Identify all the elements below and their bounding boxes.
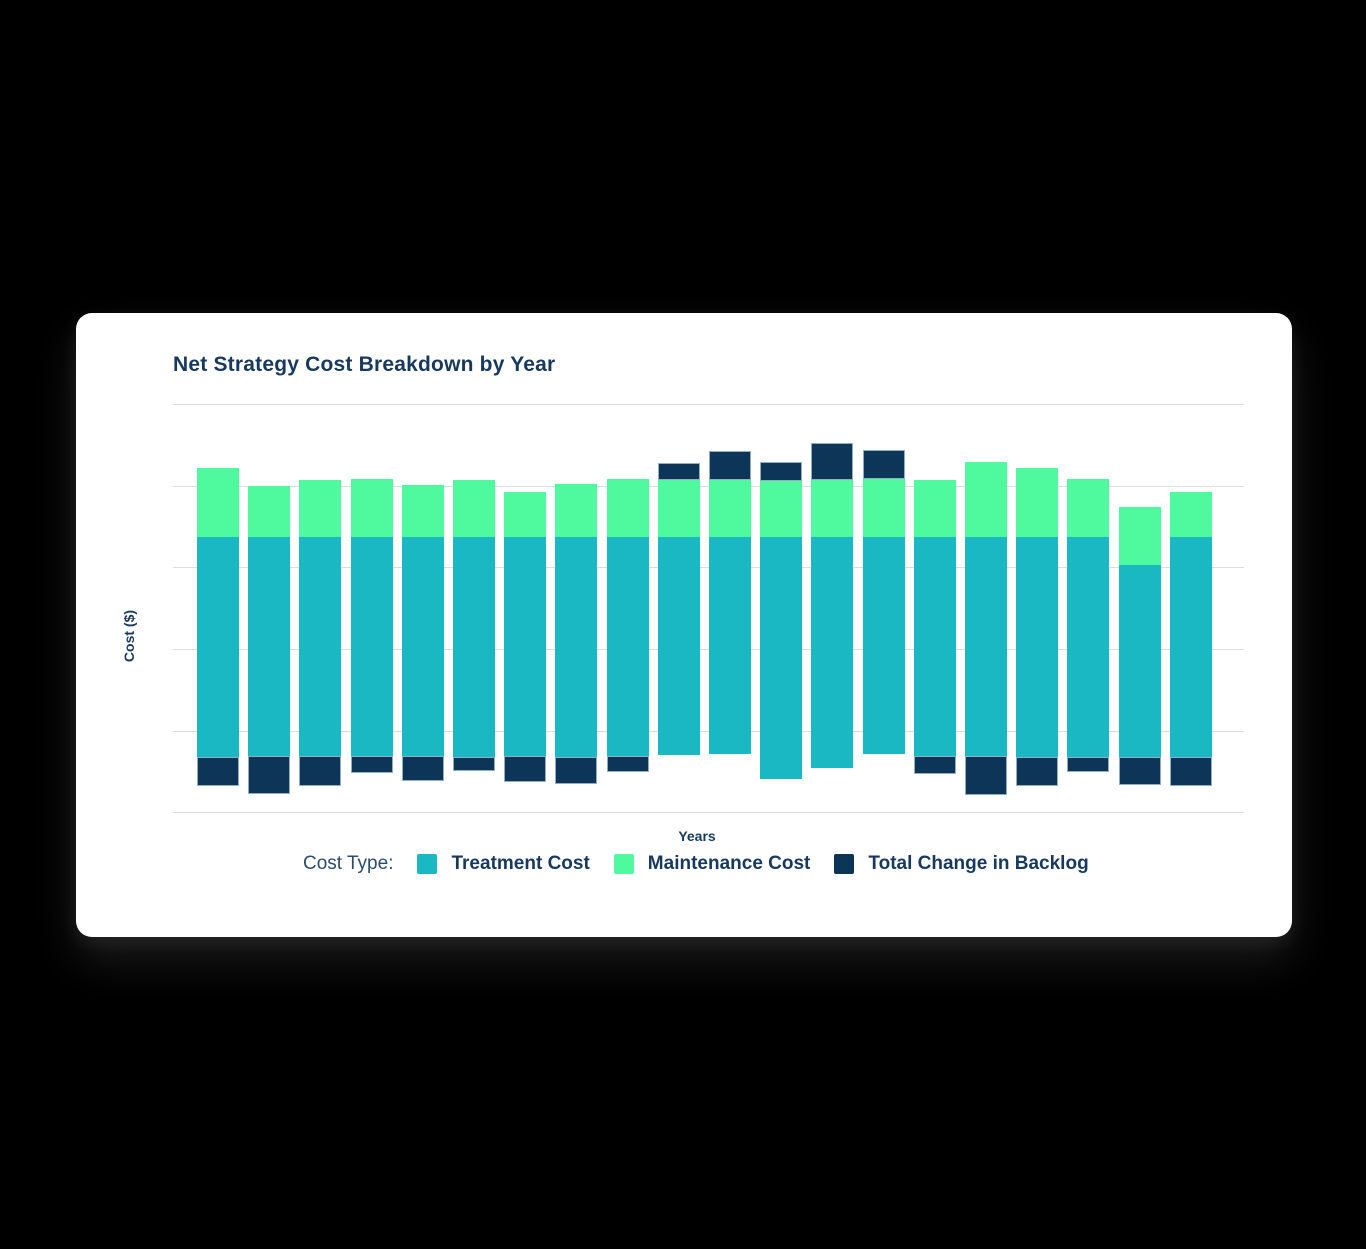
bar-year-4-backlog-segment[interactable] [351,756,393,773]
bar-year-11-treatment-segment[interactable] [709,537,751,754]
bar-year-18-backlog-segment[interactable] [1067,757,1109,772]
bar-year-17-treatment-segment[interactable] [1016,537,1058,757]
bar-year-19-backlog-segment[interactable] [1119,757,1161,785]
legend-item-treatment[interactable]: Treatment Cost [417,853,590,874]
bar-year-1-backlog-segment[interactable] [197,757,239,786]
bar-year-16-backlog-segment[interactable] [965,756,1007,795]
bar-year-2-backlog-segment[interactable] [248,756,290,794]
bar-year-4-maintenance-segment[interactable] [351,479,393,537]
bar-year-6-maintenance-segment[interactable] [453,480,495,537]
bar-year-5-maintenance-segment[interactable] [402,485,444,537]
bar-year-13-maintenance-segment[interactable] [811,480,853,537]
bar-year-9-backlog-segment[interactable] [607,756,649,772]
bar-year-11-backlog-segment[interactable] [709,451,751,480]
bar-year-12-treatment-segment[interactable] [760,537,802,779]
bar-year-12-backlog-segment[interactable] [760,462,802,481]
bar-year-7-maintenance-segment[interactable] [504,492,546,537]
bar-year-10-backlog-segment[interactable] [658,463,700,480]
bar-year-6-backlog-segment[interactable] [453,757,495,771]
bar-year-9-maintenance-segment[interactable] [607,479,649,537]
x-axis-label: Years [678,828,716,844]
bar-year-1-maintenance-segment[interactable] [197,468,239,537]
bar-year-12-maintenance-segment[interactable] [760,481,802,537]
bar-year-8-backlog-segment[interactable] [555,757,597,784]
gridline [173,404,1244,405]
bar-year-15-treatment-segment[interactable] [914,537,956,756]
bar-year-16-treatment-segment[interactable] [965,537,1007,756]
chart-plot-area [76,313,1292,937]
bar-year-3-maintenance-segment[interactable] [299,480,341,537]
bar-year-7-treatment-segment[interactable] [504,537,546,756]
gridline [173,567,1244,569]
bar-year-17-backlog-segment[interactable] [1016,757,1058,786]
bar-year-5-backlog-segment[interactable] [402,756,444,781]
bar-year-14-backlog-segment[interactable] [863,450,905,479]
gridline [173,485,1244,487]
bar-year-7-backlog-segment[interactable] [504,756,546,782]
bar-year-1-treatment-segment[interactable] [197,537,239,757]
bar-year-17-maintenance-segment[interactable] [1016,468,1058,537]
bar-year-13-backlog-segment[interactable] [811,443,853,480]
bar-year-14-maintenance-segment[interactable] [863,479,905,537]
legend-label-treatment: Treatment Cost [451,853,590,874]
legend-item-maintenance[interactable]: Maintenance Cost [613,853,811,874]
bar-year-2-maintenance-segment[interactable] [248,486,290,537]
chart-card: Net Strategy Cost Breakdown by Year Cost… [76,313,1292,937]
gridline [173,730,1244,732]
legend-swatch-treatment [417,854,438,874]
bar-year-19-maintenance-segment[interactable] [1119,507,1161,565]
bar-year-18-treatment-segment[interactable] [1067,537,1109,757]
bar-year-9-treatment-segment[interactable] [607,537,649,756]
gridline [173,649,1244,650]
bar-year-18-maintenance-segment[interactable] [1067,479,1109,537]
bar-year-8-treatment-segment[interactable] [555,537,597,757]
bar-year-19-treatment-segment[interactable] [1119,565,1161,757]
chart-title: Net Strategy Cost Breakdown by Year [173,353,556,376]
bar-year-4-treatment-segment[interactable] [351,537,393,756]
legend-label-maintenance: Maintenance Cost [647,853,811,874]
bar-year-11-maintenance-segment[interactable] [709,480,751,537]
bar-year-8-maintenance-segment[interactable] [555,484,597,537]
y-axis-label: Cost ($) [121,609,137,663]
chart-legend: Cost Type: Treatment Cost Maintenance Cos… [303,854,1089,874]
bar-year-20-treatment-segment[interactable] [1170,537,1212,757]
bar-year-13-treatment-segment[interactable] [811,537,853,768]
bar-year-2-treatment-segment[interactable] [248,537,290,756]
bar-year-15-backlog-segment[interactable] [914,756,956,774]
bar-year-6-treatment-segment[interactable] [453,537,495,757]
bar-year-3-treatment-segment[interactable] [299,537,341,756]
bar-year-15-maintenance-segment[interactable] [914,480,956,537]
bar-year-3-backlog-segment[interactable] [299,756,341,786]
legend-swatch-maintenance [613,854,634,874]
bar-year-14-treatment-segment[interactable] [863,537,905,754]
legend-swatch-backlog [834,854,855,874]
legend-title: Cost Type: [303,853,394,874]
bar-year-16-maintenance-segment[interactable] [965,462,1007,537]
legend-label-backlog: Total Change in Backlog [868,853,1089,874]
bar-year-20-backlog-segment[interactable] [1170,757,1212,786]
bar-year-20-maintenance-segment[interactable] [1170,492,1212,537]
bar-year-10-maintenance-segment[interactable] [658,480,700,537]
bar-year-10-treatment-segment[interactable] [658,537,700,755]
x-axis-line [173,812,1244,814]
legend-item-backlog[interactable]: Total Change in Backlog [834,853,1089,874]
bar-year-5-treatment-segment[interactable] [402,537,444,756]
